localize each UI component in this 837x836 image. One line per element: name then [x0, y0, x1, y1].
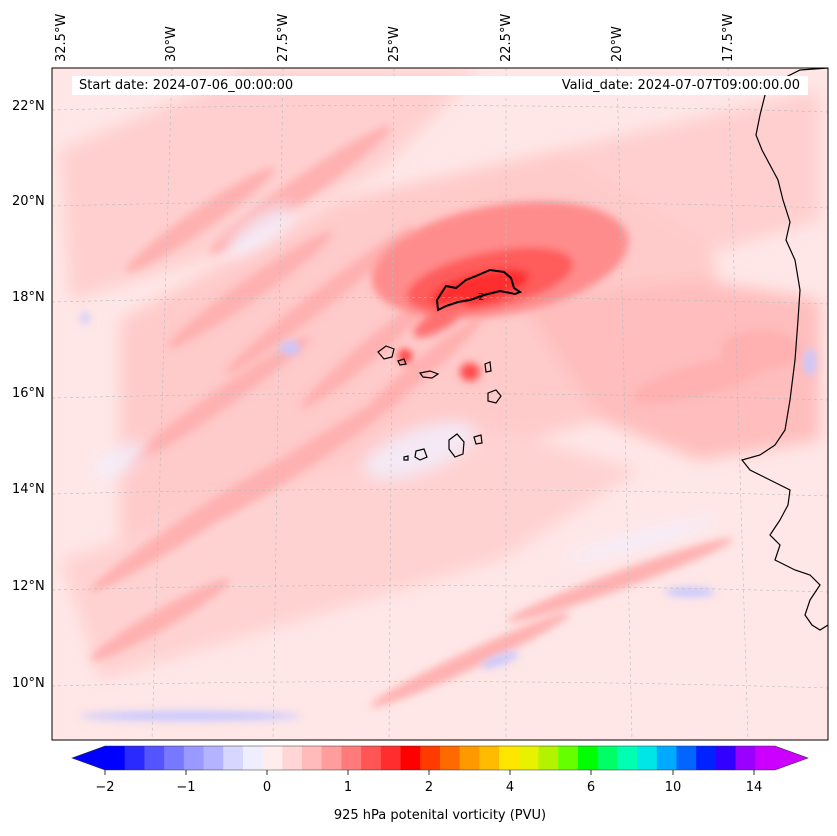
diagonal-streaks — [90, 126, 800, 708]
colorbar-segment — [420, 746, 441, 770]
island-maio — [473, 434, 483, 445]
lon-label-22-5w: 22.5°W — [499, 13, 514, 62]
island-sao-nicolau — [418, 370, 440, 379]
colorbar-segment — [262, 746, 283, 770]
lon-label-27-5w: 27.5°W — [276, 13, 291, 62]
colorbar-segment — [755, 746, 776, 770]
vorticity-field: 2 — [52, 68, 828, 740]
colorbar-segments — [105, 746, 776, 770]
colorbar-tick-label: 4 — [505, 780, 515, 795]
colorbar-segment — [302, 746, 323, 770]
colorbar-tick-label: −2 — [95, 780, 115, 795]
island-sao-vicente — [397, 358, 407, 366]
colorbar-segment — [183, 746, 205, 770]
colorbar-segment — [124, 746, 145, 770]
colorbar-segment — [361, 746, 382, 770]
colorbar-segment — [558, 746, 579, 770]
lat-label-18n: 18°N — [12, 290, 45, 305]
colorbar-tick-label: −1 — [176, 780, 196, 795]
contour-label: 2 — [478, 292, 484, 303]
map-frame — [51, 67, 829, 741]
island-brava — [403, 455, 409, 461]
lat-label-16n: 16°N — [12, 386, 45, 401]
colorbar-segment — [676, 746, 697, 770]
lat-label-20n: 20°N — [12, 194, 45, 209]
island-boa-vista — [487, 389, 502, 404]
island-sal — [484, 361, 492, 373]
colorbar-tick-label: 0 — [262, 780, 272, 795]
lat-label-22n: 22°N — [12, 99, 45, 114]
colorbar-segment — [597, 746, 618, 770]
colorbar-extend-high — [775, 746, 808, 770]
negative-vorticity — [80, 312, 816, 721]
cape-verde-islands — [377, 345, 502, 461]
colorbar-segment — [735, 746, 756, 770]
island-santo-antao — [377, 345, 395, 360]
colorbar-tick-label: 6 — [586, 780, 596, 795]
island-santiago — [448, 433, 465, 458]
colorbar — [71, 745, 809, 775]
colorbar-segment — [164, 746, 185, 770]
colorbar-segment — [715, 746, 737, 770]
vorticity-maximum — [371, 201, 629, 381]
colorbar-segment — [577, 746, 599, 770]
pv-contour-2 — [435, 268, 523, 312]
colorbar-segment — [380, 746, 402, 770]
colorbar-segment — [223, 746, 244, 770]
colorbar-tick-label: 14 — [745, 780, 763, 795]
lon-label-20w: 20°W — [610, 26, 625, 62]
colorbar-segment — [203, 746, 224, 770]
colorbar-segment — [479, 746, 500, 770]
colorbar-segment — [656, 746, 677, 770]
date-header-band — [72, 76, 808, 95]
colorbar-segment — [321, 746, 342, 770]
colorbar-segment — [538, 746, 559, 770]
lat-label-14n: 14°N — [12, 482, 45, 497]
lon-label-17-5w: 17.5°W — [721, 13, 736, 62]
colorbar-segment — [341, 746, 362, 770]
colorbar-extend-low — [72, 746, 105, 770]
lat-label-10n: 10°N — [12, 676, 45, 691]
colorbar-segment — [282, 746, 303, 770]
colorbar-segment — [696, 746, 717, 770]
start-date: Start date: 2024-07-06_00:00:00 — [79, 78, 294, 93]
colorbar-tick-label: 2 — [424, 780, 434, 795]
colorbar-tick-label: 1 — [343, 780, 353, 795]
colorbar-title: 925 hPa potenital vorticity (PVU) — [333, 808, 547, 823]
graticule — [52, 68, 828, 740]
island-fogo — [414, 448, 428, 461]
african-coastline — [740, 68, 828, 631]
colorbar-segment — [617, 746, 638, 770]
colorbar-tick-label: 10 — [664, 780, 682, 795]
lon-label-30w: 30°W — [164, 26, 179, 62]
valid-date: Valid_date: 2024-07-07T09:00:00.00 — [561, 78, 800, 93]
colorbar-segment — [499, 746, 520, 770]
lon-label-32-5w: 32.5°W — [54, 13, 69, 62]
colorbar-segment — [400, 746, 421, 770]
colorbar-segment — [105, 746, 126, 770]
colorbar-segment — [144, 746, 165, 770]
colorbar-ticks — [104, 770, 755, 775]
colorbar-segment — [637, 746, 658, 770]
lat-label-12n: 12°N — [12, 579, 45, 594]
lon-label-25w: 25°W — [387, 26, 402, 62]
colorbar-segment — [459, 746, 480, 770]
colorbar-segment — [440, 746, 461, 770]
colorbar-segment — [242, 746, 264, 770]
colorbar-segment — [518, 746, 540, 770]
